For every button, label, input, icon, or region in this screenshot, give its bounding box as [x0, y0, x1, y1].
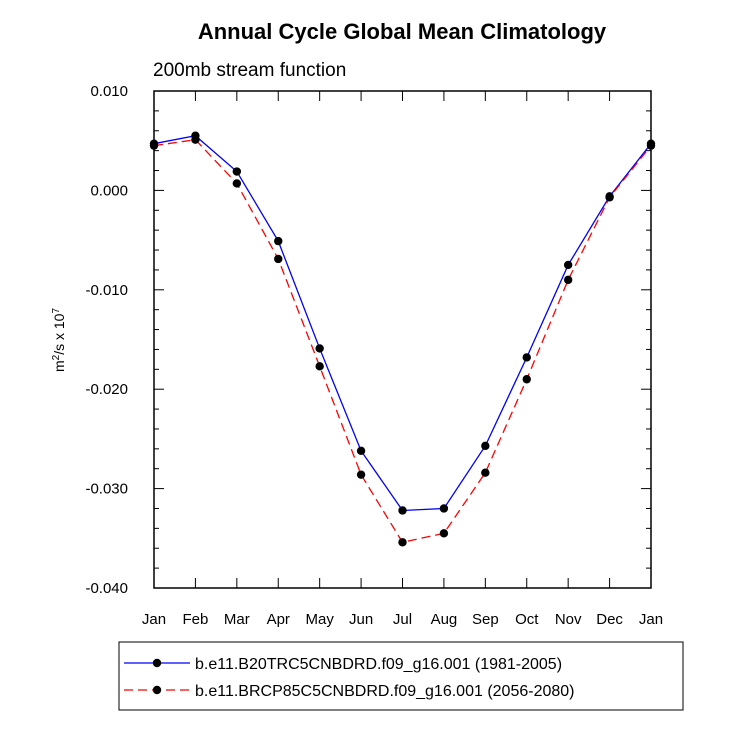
data-point-series-1	[522, 353, 531, 362]
x-tick-label: Jun	[349, 611, 373, 628]
data-point-series-2	[274, 254, 283, 264]
data-point-series-2	[605, 193, 614, 202]
x-tick-label: Sep	[472, 611, 499, 628]
x-tick-label: Aug	[431, 611, 458, 628]
x-tick-label: Nov	[555, 611, 582, 628]
data-point-series-2	[481, 468, 490, 477]
x-tick-label: Feb	[182, 611, 208, 628]
x-tick-label: Jul	[393, 611, 412, 628]
legend-label-1: b.e11.B20TRC5CNBDRD.f09_g16.001 (1981-20…	[195, 656, 562, 673]
data-point-series-2	[522, 375, 531, 384]
legend-box	[118, 641, 684, 711]
y-tick-label: -0.030	[85, 481, 128, 498]
legend: b.e11.B20TRC5CNBDRD.f09_g16.001 (1981-20…	[118, 641, 684, 711]
x-tick-label: Apr	[267, 611, 290, 628]
plot-frame	[153, 90, 652, 589]
data-point-series-2	[398, 538, 407, 547]
data-point-series-1	[481, 441, 490, 451]
data-point-series-1	[232, 167, 242, 176]
data-point-series-1	[274, 236, 283, 246]
y-tick-label: -0.010	[85, 282, 128, 299]
y-tick-label: -0.020	[85, 381, 128, 398]
legend-marker-2	[152, 685, 162, 695]
data-point-series-1	[356, 446, 366, 456]
data-point-series-1	[398, 506, 407, 515]
x-tick-label: Oct	[515, 611, 539, 628]
legend-label-2: b.e11.BRCP85C5CNBDRD.f09_g16.001 (2056-2…	[195, 683, 574, 700]
x-tick-label: Dec	[596, 611, 623, 628]
data-point-series-2	[315, 362, 324, 371]
chart-subtitle: 200mb stream function	[153, 60, 346, 81]
data-point-series-1	[563, 260, 573, 270]
y-tick-labels: 0.010 0.000 -0.010 -0.020 -0.030 -0.040	[85, 83, 128, 597]
data-point-series-2	[439, 529, 449, 538]
series-group	[149, 131, 656, 547]
chart-title: Annual Cycle Global Mean Climatology	[198, 19, 607, 44]
y-tick-label: 0.010	[90, 83, 128, 100]
legend-marker-1	[152, 658, 162, 668]
data-point-series-2	[191, 135, 200, 144]
x-tick-label: Mar	[224, 611, 250, 628]
data-point-series-2	[232, 179, 242, 188]
series-line-2	[153, 139, 652, 544]
y-axis-label: m2/s x 107	[51, 308, 68, 372]
data-point-series-1	[315, 344, 324, 353]
series-line-1	[153, 135, 652, 512]
x-tick-label: May	[305, 611, 334, 628]
x-tick-labels: Jan Feb Mar Apr May Jun Jul Aug Sep Oct Nov Dec Jan	[142, 611, 663, 628]
data-point-series-1	[439, 504, 449, 513]
y-tick-label: -0.040	[85, 580, 128, 597]
data-point-series-2	[356, 470, 366, 479]
x-tick-label: Jan	[639, 611, 663, 628]
y-tick-label: 0.000	[90, 182, 128, 199]
data-point-series-2	[563, 275, 573, 285]
x-tick-label: Jan	[142, 611, 166, 628]
